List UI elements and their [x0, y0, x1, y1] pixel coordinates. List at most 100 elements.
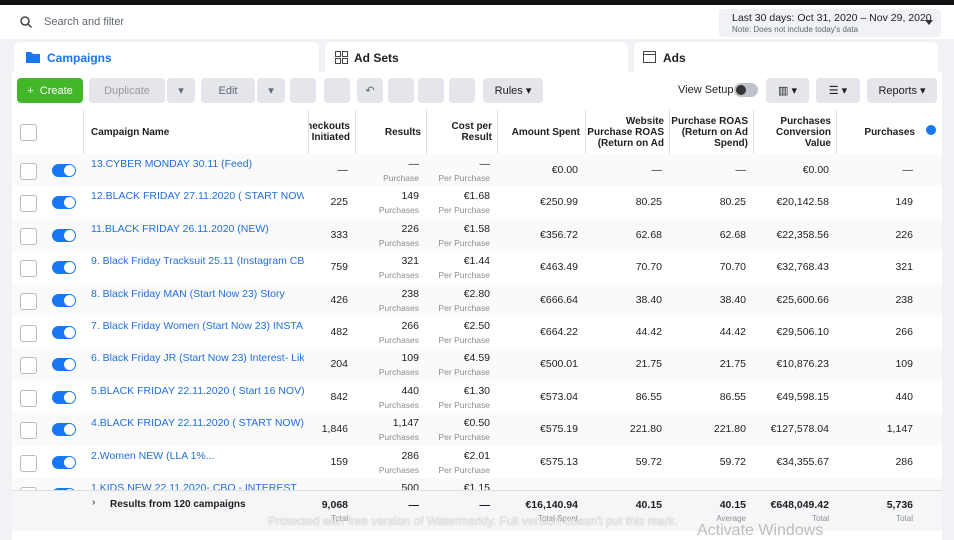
cell-value: €575.19	[540, 423, 578, 436]
cell-value: €0.50	[463, 417, 490, 430]
cell-value: €575.53	[497, 488, 578, 490]
header-row	[12, 110, 942, 155]
cell-value: €573.04	[540, 390, 578, 403]
rules-button[interactable]: Rules ▾	[483, 78, 543, 103]
breakdown-button[interactable]: ☰ ▾	[816, 78, 860, 103]
tag-button[interactable]	[449, 78, 475, 103]
row-checkbox[interactable]	[20, 325, 37, 342]
status-toggle[interactable]	[52, 488, 76, 490]
cell-value: —	[651, 164, 663, 176]
toggle-knob	[64, 262, 75, 274]
column-header[interactable]: Purchase ROAS (Return on Ad Spend)	[669, 110, 748, 154]
status-toggle[interactable]	[52, 423, 76, 437]
column-header[interactable]: Purchases Conversion Value	[753, 110, 831, 154]
cell-value: €500.01	[540, 358, 578, 371]
cell-value: 204	[330, 358, 348, 371]
status-toggle[interactable]	[52, 228, 76, 242]
footer-value: —	[408, 499, 420, 511]
status-toggle[interactable]	[52, 326, 76, 339]
tab-campaigns[interactable]: Campaigns	[14, 42, 319, 74]
campaign-name[interactable]: 5.BLACK FRIDAY 22.11.2020 ( Start 16 NOV…	[91, 384, 304, 397]
cell-value: 321	[895, 261, 913, 274]
edit-button[interactable]: Edit	[201, 78, 255, 103]
duplicate-button[interactable]: Duplicate	[89, 78, 165, 103]
folder-icon	[26, 52, 40, 63]
dropdown[interactable]: ▾	[167, 78, 195, 103]
undo-button[interactable]: ↶	[357, 78, 383, 103]
top-strip	[0, 0, 954, 5]
cell-value: 80.25	[635, 196, 662, 209]
campaign-name[interactable]: 2.Women NEW (LLA 1%...	[91, 449, 215, 462]
date-label: Last 30 days: Oct 31, 2020 – Nov 29, 202…	[732, 12, 932, 24]
reports-button[interactable]: Reports ▾	[867, 78, 937, 103]
column-header[interactable]: Cost per Result	[426, 110, 492, 154]
column-header[interactable]: Website Purchase ROAS (Return on Ad	[585, 110, 664, 154]
more-button[interactable]	[324, 78, 350, 103]
toggle-knob	[64, 359, 75, 371]
status-toggle[interactable]	[52, 358, 76, 372]
tab-ads[interactable]: Ads	[634, 42, 938, 72]
status-toggle[interactable]	[52, 196, 76, 210]
cell-value: 440	[895, 390, 913, 403]
campaign-name[interactable]: 4.BLACK FRIDAY 22.11.2020 ( START NOW)	[91, 417, 304, 430]
row-checkbox[interactable]	[20, 260, 37, 278]
campaign-name[interactable]: 11.BLACK FRIDAY 26.11.2020 (NEW)	[91, 222, 269, 235]
campaign-name[interactable]: 6. Black Friday JR (Start Now 23) Intere…	[91, 352, 304, 365]
cell-value: €463.49	[540, 261, 578, 274]
row-checkbox[interactable]	[20, 195, 37, 213]
cell-value: €2.80	[463, 287, 490, 300]
column-header[interactable]: Amount Spent	[497, 110, 580, 154]
button-label: Reports	[878, 84, 917, 97]
add-column[interactable]	[926, 125, 936, 135]
cell-sub: Purchases	[378, 367, 419, 378]
campaign-name[interactable]: 12.BLACK FRIDAY 27.11.2020 ( START NOW).…	[91, 190, 304, 203]
column-header[interactable]: Results	[355, 110, 421, 154]
footer-value: 40.15	[719, 499, 746, 511]
row-checkbox[interactable]	[20, 163, 37, 180]
dropdown[interactable]: ▾	[257, 78, 285, 103]
toggle-knob	[736, 85, 746, 95]
column-header[interactable]: Purchases	[836, 110, 915, 154]
search-input[interactable]: Search and filter	[44, 16, 125, 28]
column-header[interactable]: Campaign Name	[83, 110, 310, 154]
cell-value: €0.00	[802, 164, 829, 176]
campaign-name[interactable]: 8. Black Friday MAN (Start Now 23) Story	[91, 287, 285, 300]
toggle-knob	[64, 327, 75, 338]
table-row	[12, 154, 942, 188]
tab-adsets[interactable]: Ad Sets	[325, 42, 628, 72]
row-checkbox[interactable]	[20, 227, 37, 245]
cell-value: 1,147	[886, 423, 913, 436]
test-button[interactable]	[290, 78, 316, 103]
select-all[interactable]	[20, 124, 37, 141]
delete-button[interactable]	[388, 78, 414, 103]
create-button[interactable]: + Create	[17, 78, 83, 103]
preview-button[interactable]	[418, 78, 444, 103]
cell-sub: Purchase	[383, 173, 419, 183]
campaign-name[interactable]: 7. Black Friday Women (Start Now 23) INS…	[91, 320, 304, 332]
footer-value: 9,068	[321, 499, 348, 511]
cell-sub: Per Purchase	[438, 335, 491, 345]
campaign-name[interactable]: 13.CYBER MONDAY 30.11 (Feed)	[91, 158, 253, 170]
campaign-name[interactable]: 9. Black Friday Tracksuit 25.11 (Instagr…	[91, 255, 304, 268]
campaign-name[interactable]: 1.KIDS NEW 22.11.2020- CBO - INTEREST	[91, 482, 297, 490]
row-checkbox[interactable]	[20, 292, 37, 310]
view-setup-toggle[interactable]	[734, 83, 758, 97]
column-header[interactable]: Checkouts Initiated	[308, 110, 350, 154]
status-toggle[interactable]	[52, 293, 76, 307]
cell-value: 238	[895, 293, 913, 306]
watermark: Protected with free version of Watermark…	[268, 514, 678, 528]
status-toggle[interactable]	[52, 261, 76, 275]
status-toggle[interactable]	[52, 455, 76, 469]
cell-value: 38.40	[635, 293, 662, 306]
date-picker[interactable]: Last 30 days: Oct 31, 2020 – Nov 29, 202…	[719, 9, 941, 37]
row-checkbox[interactable]	[20, 454, 37, 472]
cell-value: €29,506.10	[776, 326, 829, 338]
row-checkbox[interactable]	[20, 487, 37, 490]
row-checkbox[interactable]	[20, 389, 37, 407]
columns-button[interactable]: ▥ ▾	[766, 78, 809, 103]
row-checkbox[interactable]	[20, 422, 37, 440]
status-toggle[interactable]	[52, 390, 76, 404]
row-checkbox[interactable]	[20, 357, 37, 375]
grid-icon	[335, 51, 348, 64]
status-toggle[interactable]	[52, 164, 76, 177]
